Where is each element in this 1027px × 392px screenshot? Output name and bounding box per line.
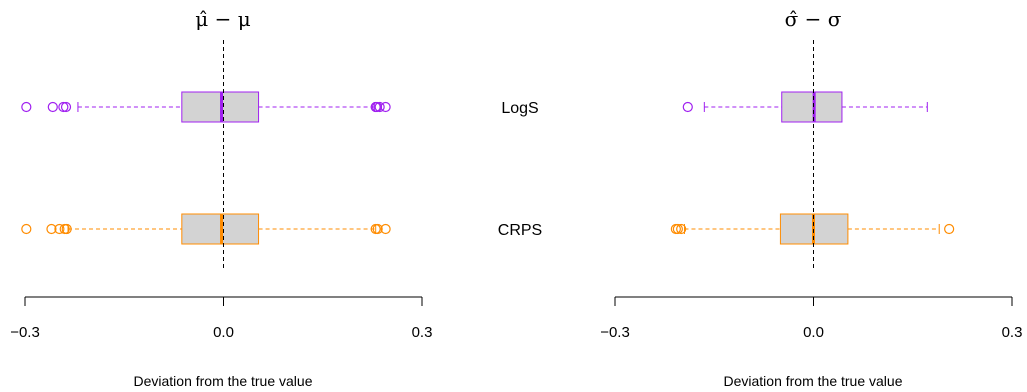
outlier-point bbox=[944, 223, 955, 235]
outlier-point bbox=[21, 101, 32, 113]
series-logs bbox=[682, 91, 928, 123]
outlier-point bbox=[374, 101, 385, 113]
series-crps bbox=[21, 213, 391, 245]
panel-mean-deviation: μ̂ − μ −0.3 0.0 0.3 Deviation from the true … bbox=[10, 7, 432, 389]
outlier-point bbox=[380, 101, 391, 113]
outlier-point bbox=[46, 223, 57, 235]
panel-title: μ̂ − μ bbox=[195, 7, 250, 31]
x-tick-label: 0.3 bbox=[1002, 324, 1023, 341]
series-logs bbox=[21, 91, 391, 123]
outlier-point bbox=[21, 223, 32, 235]
outlier-point bbox=[372, 223, 383, 235]
panel-title: σ̂ − σ bbox=[785, 7, 842, 31]
series-crps bbox=[670, 213, 955, 245]
x-axis-label: Deviation from the true value bbox=[724, 373, 903, 389]
outlier-point bbox=[60, 101, 72, 113]
outlier-point bbox=[58, 101, 69, 113]
outlier-point bbox=[676, 223, 687, 235]
panel-sd-deviation: σ̂ − σ −0.3 0.0 0.3 Deviation from the true … bbox=[600, 7, 1022, 389]
outlier-point bbox=[682, 101, 693, 113]
row-label-crps: CRPS bbox=[498, 222, 542, 239]
x-tick-label: 0.3 bbox=[412, 324, 433, 341]
x-tick-label: 0.0 bbox=[213, 324, 234, 341]
x-tick-label: −0.3 bbox=[600, 324, 630, 341]
outlier-point bbox=[61, 223, 72, 235]
outlier-point bbox=[47, 101, 58, 113]
outlier-point bbox=[670, 223, 681, 235]
row-labels: LogS CRPS bbox=[498, 100, 542, 239]
outlier-point bbox=[672, 223, 683, 235]
box-iqr bbox=[781, 91, 843, 123]
x-axis-label: Deviation from the true value bbox=[134, 373, 313, 389]
x-tick-label: 0.0 bbox=[803, 324, 824, 341]
outlier-point bbox=[54, 223, 65, 235]
x-tick-label: −0.3 bbox=[10, 324, 40, 341]
outlier-point bbox=[380, 223, 391, 235]
row-label-logs: LogS bbox=[501, 100, 538, 117]
